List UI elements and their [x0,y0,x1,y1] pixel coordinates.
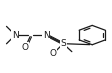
Text: N: N [12,31,18,40]
Text: S: S [60,39,66,48]
Text: O: O [49,49,56,58]
Text: N: N [43,31,49,40]
Text: O: O [22,43,28,52]
